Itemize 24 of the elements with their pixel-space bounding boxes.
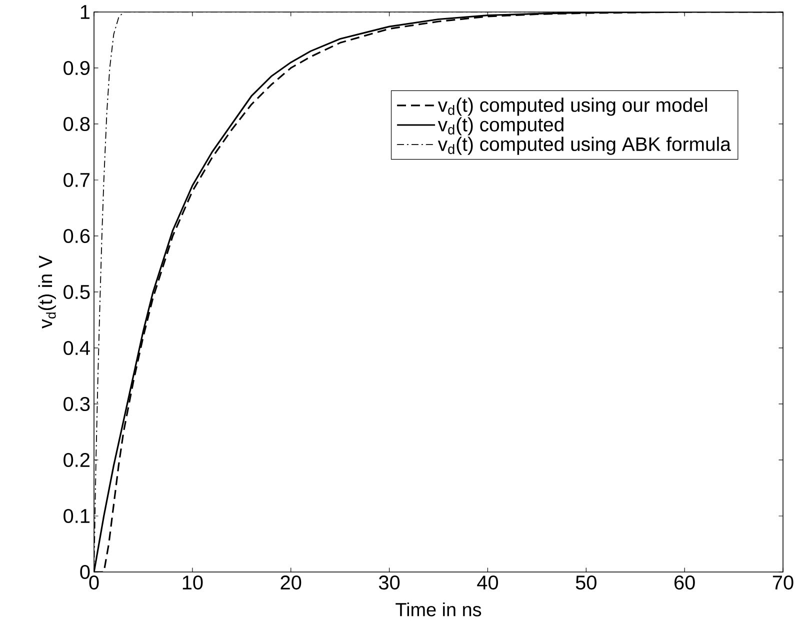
y-tick-label: 0.3 (64, 396, 90, 412)
y-tick-label: 0.8 (64, 116, 90, 132)
y-tick-label: 0.9 (64, 60, 90, 76)
y-tick-label: 0.2 (64, 452, 90, 468)
x-tick-label: 0 (89, 576, 99, 590)
y-tick-label: 0.4 (64, 340, 90, 356)
x-tick-label: 30 (378, 576, 400, 590)
x-tick-label: 60 (674, 576, 695, 590)
legend-label: v$_{d}$(t) computed using our model (438, 98, 707, 116)
y-tick-label: 0.1 (64, 508, 90, 524)
x-tick-label: 40 (477, 576, 498, 590)
y-tick-label: 1 (80, 5, 90, 19)
y-axis-title: v$_{d}$(t) in V (38, 256, 56, 328)
legend-label: v$_{d}$(t) computed using ABK formula (438, 136, 731, 155)
x-axis-title: Time in ns (396, 602, 482, 616)
x-tick-label: 70 (772, 576, 794, 590)
y-tick-label: 0.7 (64, 172, 90, 188)
x-tick-label: 10 (182, 576, 203, 590)
x-tick-label: 50 (576, 576, 596, 590)
x-tick-label: 20 (280, 576, 302, 590)
y-tick-label: 0.5 (64, 284, 90, 300)
legend-label: v$_{d}$(t) computed (438, 117, 564, 136)
y-tick-label: 0.6 (64, 228, 90, 244)
y-tick-label: 0 (80, 564, 90, 580)
